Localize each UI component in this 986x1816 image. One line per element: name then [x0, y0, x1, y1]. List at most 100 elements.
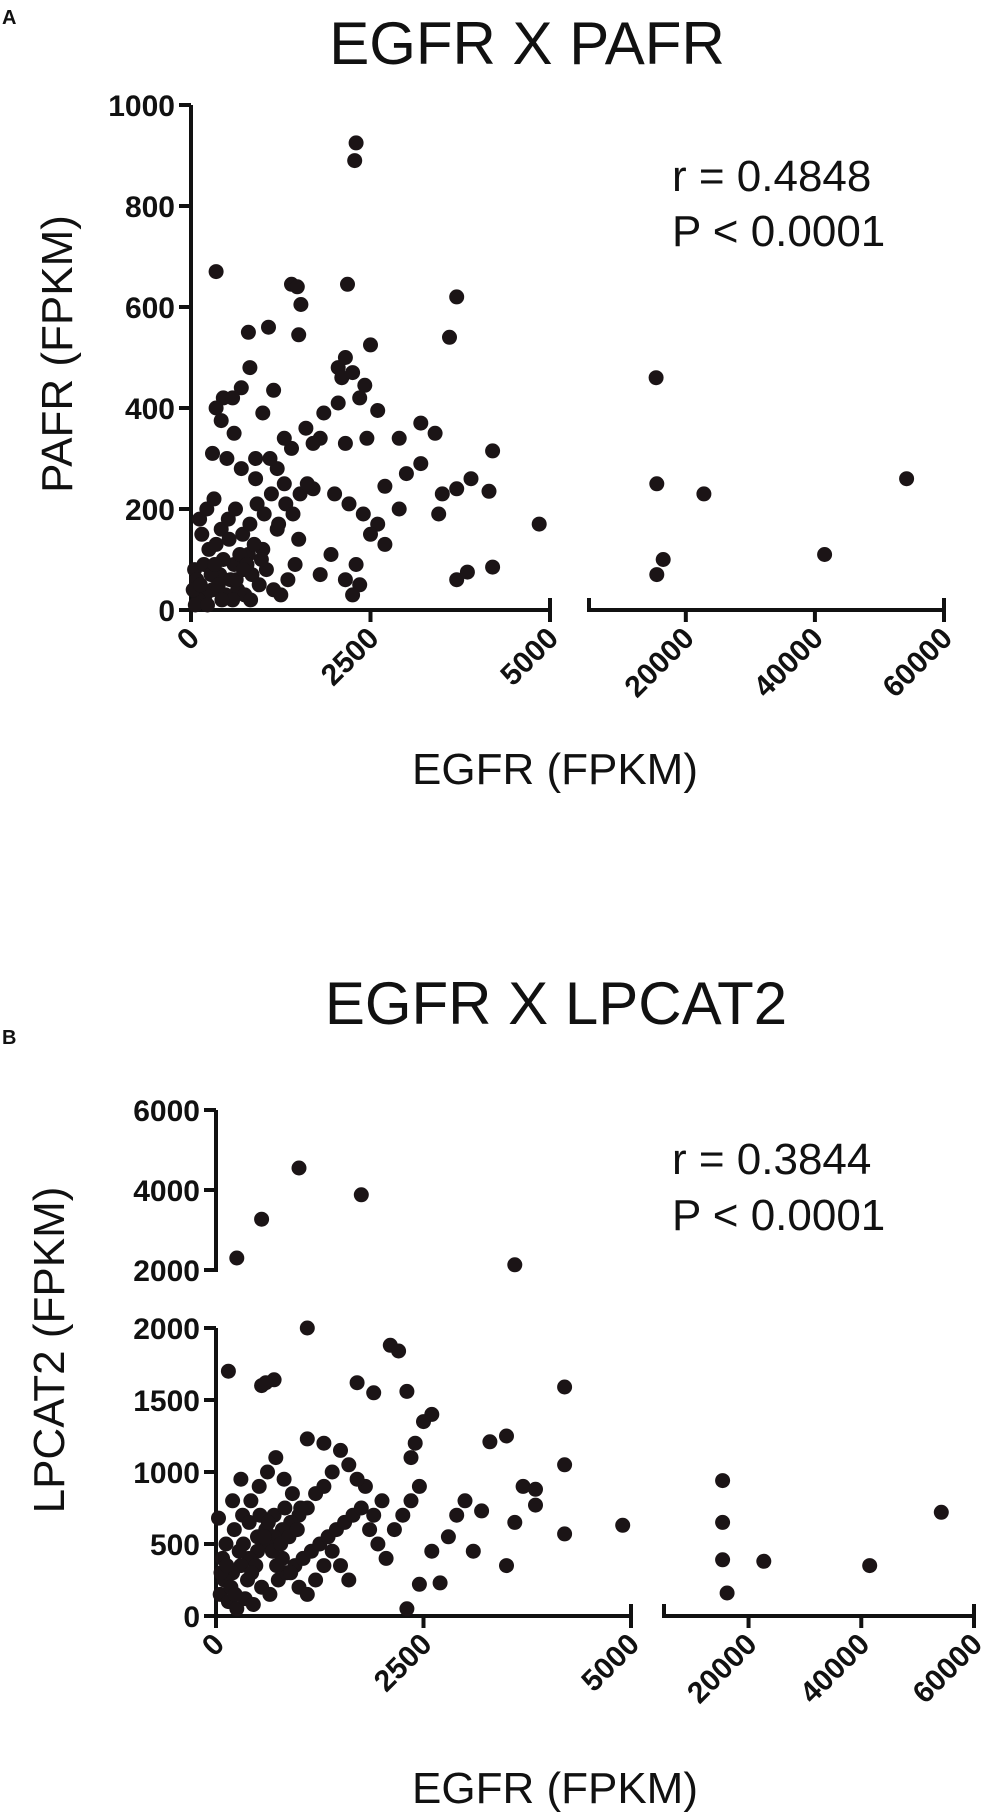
chart-b-data-point [349, 1471, 365, 1487]
chart-b-data-point [557, 1526, 573, 1542]
chart-b-data-point [225, 1493, 241, 1509]
chart-b-data-point [333, 1442, 348, 1458]
chart-b-data-point [440, 1529, 456, 1545]
chart-a-data-point [348, 135, 364, 151]
chart-b-data-point [399, 1601, 415, 1617]
chart-b-data-point [403, 1450, 419, 1466]
chart-a-data-point [817, 547, 833, 562]
chart-b-x-axis-label: EGFR (FPKM) [412, 1764, 698, 1813]
chart-b-y-tick-label: 4000 [133, 1175, 200, 1208]
chart-b-data-point [276, 1471, 292, 1487]
chart-a-data-point [655, 552, 671, 567]
chart-a-data-point [298, 420, 314, 436]
chart-a-data-point [355, 506, 371, 522]
chart-a-data-point [200, 597, 215, 613]
chart-a-data-point [255, 405, 271, 421]
chart-b-data-point [324, 1543, 340, 1559]
chart-b-y-tick-label: 0 [183, 1601, 200, 1634]
chart-a-data-point [696, 486, 712, 502]
chart-b-data-point [235, 1536, 251, 1552]
chart-a-data-point [285, 506, 301, 522]
chart-a-data-point [899, 471, 915, 487]
chart-b-data-point [366, 1507, 382, 1523]
chart-a-r-value: r = 0.4848 [672, 152, 871, 201]
chart-b-data-point [277, 1500, 293, 1516]
chart-b-x-tick-label: 0 [196, 1628, 231, 1663]
chart-b-data-point [269, 1558, 285, 1574]
chart-a-data-point [463, 471, 479, 487]
chart-a-data-point [280, 572, 296, 588]
chart-b-r-value: r = 0.3844 [672, 1135, 871, 1184]
chart-b-data-point [219, 1558, 235, 1574]
chart-b-data-point [283, 1565, 299, 1581]
chart-a-data-point [219, 451, 235, 466]
chart-b-data-point [243, 1493, 259, 1509]
chart-a-data-point [357, 377, 373, 393]
chart-a-x-tick-label: 2500 [315, 622, 386, 693]
chart-a-data-point [449, 289, 465, 305]
chart-a-data-point [253, 552, 269, 567]
chart-a-data-point [226, 425, 242, 441]
chart-a-data-point [233, 461, 249, 477]
chart-b-data-point [218, 1536, 234, 1552]
chart-a-data-point [337, 435, 353, 451]
chart-b-data-point [316, 1435, 332, 1451]
chart-b-data-point [308, 1486, 324, 1502]
chart-a-data-point [228, 501, 243, 517]
chart-b-data-point [308, 1572, 324, 1588]
chart-a-data-point [262, 451, 278, 466]
chart-a-data-point [305, 435, 321, 451]
chart-b-data-point [411, 1576, 427, 1592]
chart-b-data-point [507, 1514, 523, 1530]
chart-a-data-point [287, 557, 303, 572]
chart-a-data-point [266, 382, 282, 398]
chart-a-data-point [442, 329, 457, 345]
chart-a-y-tick-label: 800 [125, 191, 175, 224]
chart-a-data-point [485, 443, 501, 459]
chart-a-data-point [248, 471, 264, 487]
chart-a-data-point [242, 516, 258, 532]
chart-b-data-point [403, 1493, 419, 1509]
chart-b-data-point [715, 1514, 731, 1530]
chart-b-x-tick-label: 60000 [907, 1628, 986, 1710]
chart-a-data-point [352, 390, 368, 406]
chart-b-data-point [515, 1478, 531, 1494]
chart-a-data-point [330, 395, 346, 411]
chart-b-data-point [268, 1450, 284, 1466]
chart-b-data-point [260, 1514, 276, 1530]
chart-b-data-point [715, 1552, 731, 1568]
chart-a-y-tick-label: 0 [158, 595, 175, 628]
chart-a-data-point [391, 501, 407, 517]
chart-a-data-point [363, 526, 378, 542]
chart-a-data-point [370, 403, 386, 418]
chart-a-data-point [206, 491, 222, 507]
chart-b-data-point [353, 1187, 369, 1203]
chart-b-data-point [407, 1435, 423, 1451]
chart-b-y-axis-label: LPCAT2 (FPKM) [25, 1187, 74, 1514]
chart-a-data-point [413, 415, 429, 431]
chart-a-data-point [341, 496, 357, 512]
chart-b-data-point [291, 1160, 307, 1176]
chart-a-data-point [398, 466, 414, 482]
chart-a-data-point [449, 572, 465, 588]
chart-b: B EGFR X LPCAT2 r = 0.3844 P < 0.0001 EG… [2, 970, 986, 1813]
chart-a-data-point [427, 425, 443, 441]
chart-b-data-point [715, 1473, 731, 1489]
chart-a-data-point [485, 559, 501, 575]
chart-a-data-point [192, 577, 208, 593]
chart-b-data-point [333, 1558, 348, 1574]
chart-b-data-point [370, 1536, 386, 1552]
chart-b-y-tick-label: 2000 [133, 1255, 200, 1288]
chart-b-data-point [391, 1343, 407, 1359]
chart-b-data-point [289, 1522, 305, 1538]
chart-a-x-tick-label: 0 [171, 622, 206, 657]
chart-a-data-point [340, 276, 355, 292]
chart-a-data-point [531, 516, 547, 532]
chart-b-data-point [284, 1486, 300, 1502]
chart-a-data-point [359, 430, 375, 446]
chart-a-data-point [194, 526, 210, 542]
chart-b-data-point [362, 1522, 378, 1538]
chart-b-data-point [862, 1558, 878, 1574]
chart-a-data-point [649, 567, 665, 583]
